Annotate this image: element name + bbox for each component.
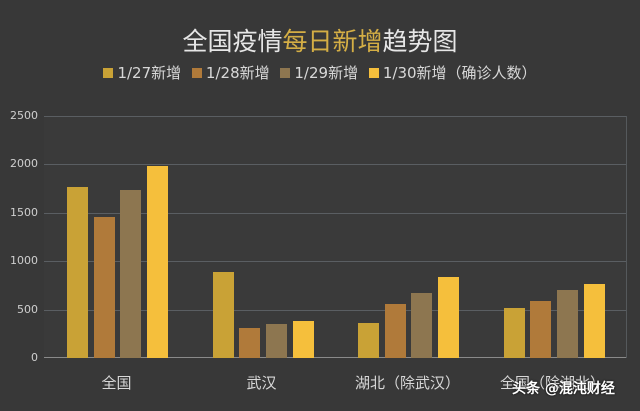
y-tick-2000: 2000	[10, 157, 38, 170]
legend-swatch	[280, 68, 291, 78]
bar	[384, 304, 406, 358]
bar	[556, 289, 578, 358]
legend-swatch	[103, 68, 114, 78]
chart-legend: 1/27新增 1/28新增 1/29新增 1/30新增（确诊人数）	[0, 62, 640, 83]
legend-item-0128: 1/28新增	[191, 62, 270, 83]
y-tick-0: 0	[31, 351, 38, 364]
x-label-wuhan: 武汉	[246, 374, 277, 392]
bar	[530, 300, 552, 358]
chart-title: 全国疫情每日新增趋势图	[0, 22, 640, 58]
gridline	[44, 164, 626, 165]
legend-label: 1/29新增	[294, 64, 359, 82]
x-axis-line	[44, 357, 626, 358]
x-label-nationwide-excl-hubei: 全国（除湖北）	[499, 374, 605, 392]
bar	[503, 307, 525, 358]
gridline	[44, 116, 626, 117]
y-tick-500: 500	[17, 303, 38, 316]
watermark: 头条 @混沌财经	[512, 381, 615, 397]
legend-swatch	[368, 68, 379, 78]
y-tick-1000: 1000	[10, 254, 38, 267]
gridline	[44, 261, 626, 262]
legend-label: 1/30新增（确诊人数）	[382, 64, 537, 82]
bar	[239, 327, 261, 358]
bar	[120, 189, 142, 358]
bar	[292, 321, 314, 358]
y-tick-1500: 1500	[10, 206, 38, 219]
title-part-1: 全国疫情	[182, 27, 283, 56]
legend-item-0127: 1/27新增	[103, 62, 181, 83]
bar	[438, 276, 460, 358]
bar	[411, 292, 433, 358]
legend-label: 1/27新增	[117, 64, 182, 82]
bar	[67, 186, 88, 358]
legend-item-0130: 1/30新增（确诊人数）	[368, 62, 537, 83]
bar	[212, 271, 234, 358]
gridline	[44, 310, 626, 311]
legend-label: 1/28新增	[205, 64, 270, 82]
gridline	[44, 213, 626, 214]
bar	[93, 216, 115, 358]
title-part-2: 趋势图	[382, 27, 458, 56]
legend-swatch	[191, 68, 202, 78]
title-highlight: 每日新增	[282, 27, 383, 56]
x-label-nationwide: 全国	[101, 374, 132, 392]
y-tick-2500: 2500	[10, 109, 38, 122]
bar	[358, 323, 379, 358]
x-label-hubei-excl-wuhan: 湖北（除武汉）	[354, 374, 460, 392]
bar	[265, 323, 287, 358]
legend-item-0129: 1/29新增	[280, 62, 358, 83]
plot-area	[44, 116, 627, 358]
bar	[147, 166, 169, 358]
bar	[583, 284, 605, 358]
